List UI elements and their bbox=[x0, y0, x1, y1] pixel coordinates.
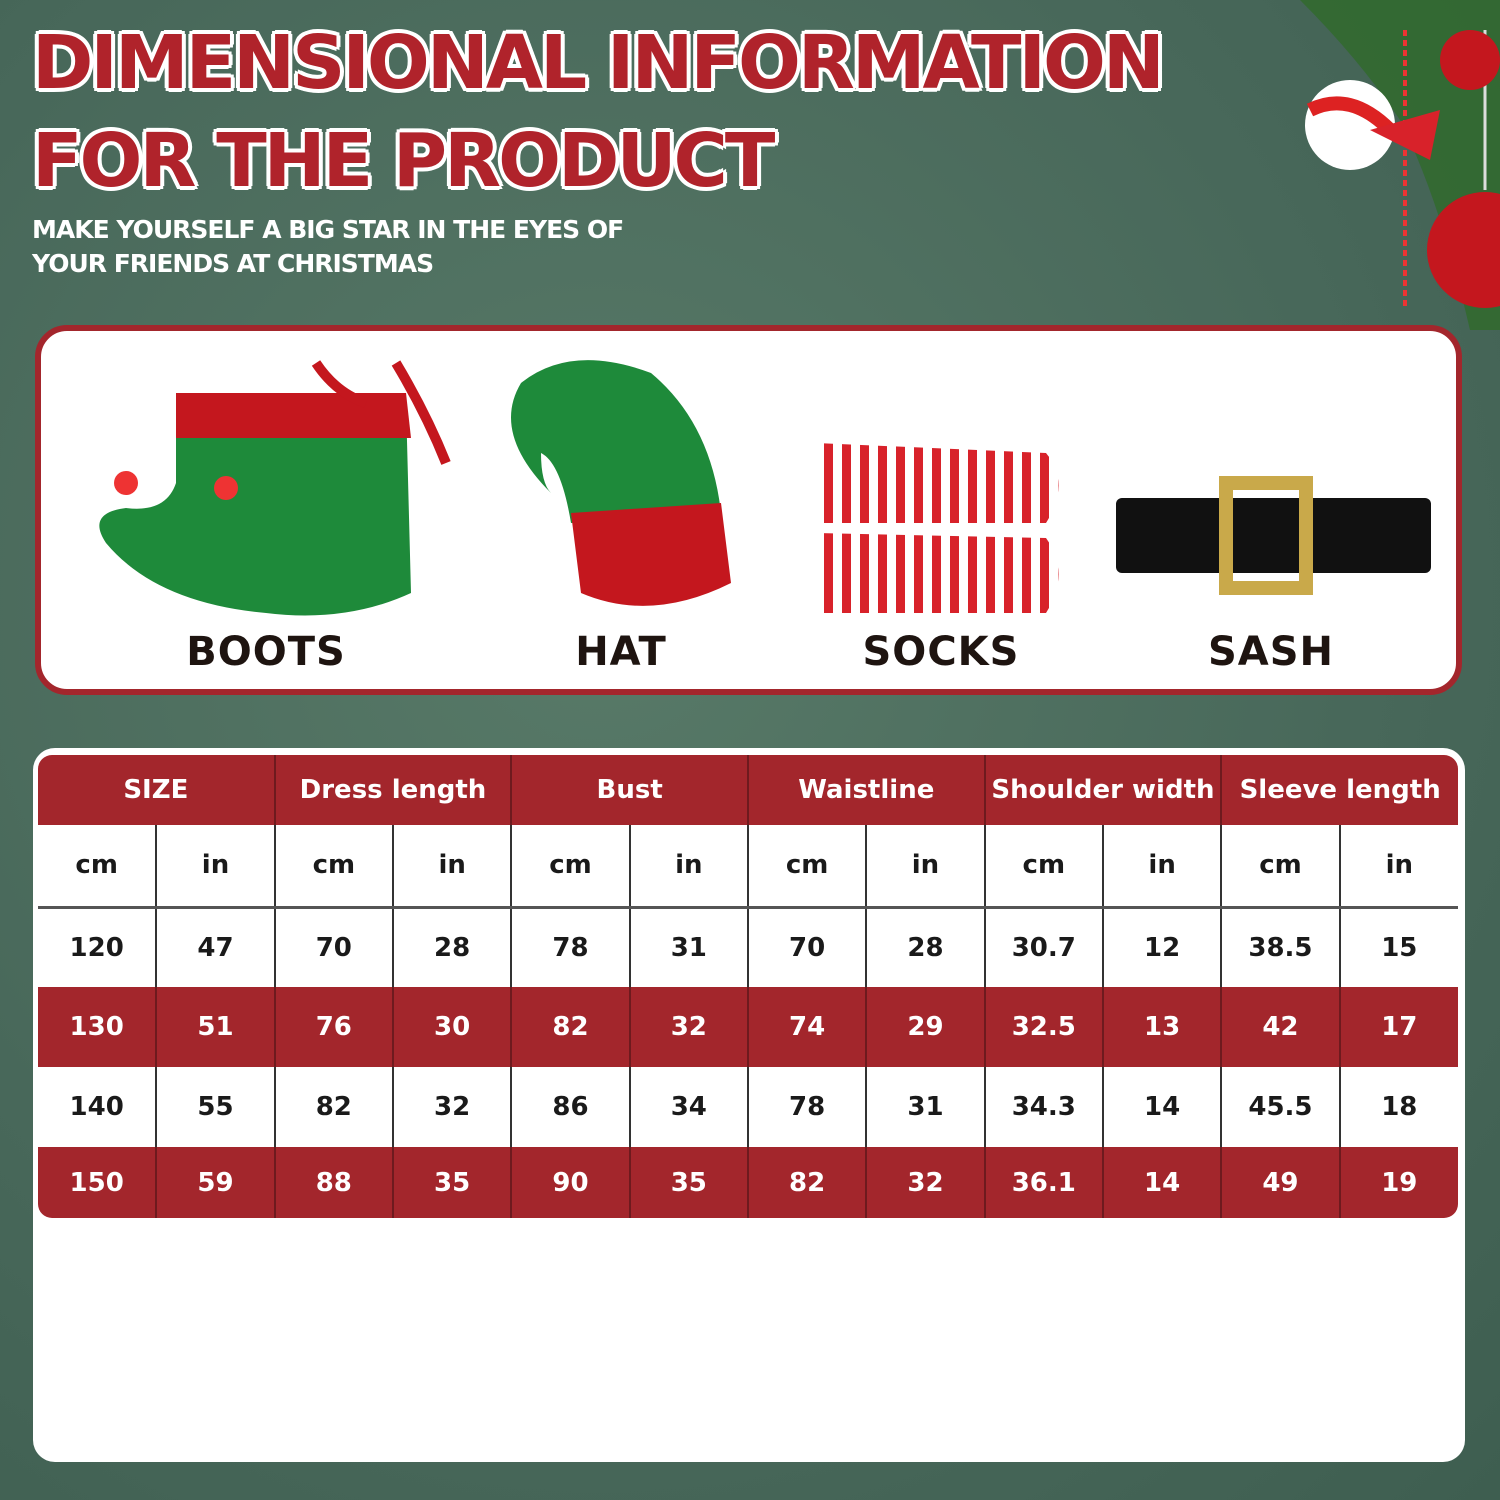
unit-cell: in bbox=[628, 825, 748, 909]
table-cell: 70 bbox=[746, 907, 867, 987]
product-socks: SOCKS bbox=[806, 331, 1076, 689]
table-cell: 59 bbox=[155, 1147, 275, 1218]
subtitle-line1: MAKE YOURSELF A BIG STAR IN THE EYES OF bbox=[32, 215, 624, 244]
table-cell: 36.1 bbox=[983, 1147, 1103, 1218]
subtitle-line2: YOUR FRIENDS AT CHRISTMAS bbox=[32, 249, 434, 278]
product-label: HAT bbox=[575, 629, 667, 675]
table-cell: 32.5 bbox=[983, 987, 1103, 1067]
unit-cell: cm bbox=[38, 825, 157, 909]
column-header: Bust bbox=[510, 755, 748, 825]
table-cell: 86 bbox=[510, 1067, 630, 1147]
table-cell: 32 bbox=[865, 1147, 985, 1218]
table-cell: 30 bbox=[391, 987, 512, 1067]
unit-cell: cm bbox=[1220, 825, 1340, 909]
unit-cell: in bbox=[391, 825, 512, 909]
product-label: BOOTS bbox=[186, 629, 346, 675]
table-cell: 130 bbox=[38, 987, 157, 1067]
table-cell: 12 bbox=[1101, 907, 1222, 987]
subtitle: MAKE YOURSELF A BIG STAR IN THE EYES OF … bbox=[32, 213, 624, 281]
table-row: 130 51 76 30 82 32 74 29 32.5 13 42 17 bbox=[38, 987, 1458, 1067]
units-row: cm in cm in cm in cm in cm in cm in bbox=[38, 825, 1458, 909]
table-cell: 140 bbox=[69, 1092, 124, 1122]
table-row: 120 47 70 28 78 31 70 28 30.7 12 38.5 15 bbox=[38, 907, 1458, 987]
table-cell: 35 bbox=[391, 1147, 512, 1218]
table-cell: 18 bbox=[1338, 1067, 1458, 1147]
table-cell: 13 bbox=[1101, 987, 1222, 1067]
product-boots: BOOTS bbox=[66, 331, 466, 689]
table-cell: 28 bbox=[865, 907, 985, 987]
christmas-ornaments-decoration bbox=[1300, 0, 1500, 330]
page-title-line2: FOR THE PRODUCT bbox=[32, 118, 775, 204]
product-label: SASH bbox=[1207, 629, 1335, 675]
table-cell: 90 bbox=[510, 1147, 630, 1218]
table-cell: 15 bbox=[1338, 907, 1458, 987]
belt-buckle-icon bbox=[1116, 476, 1431, 595]
table-cell: 14 bbox=[1101, 1067, 1222, 1147]
page-title-line1: DIMENSIONAL INFORMATION bbox=[32, 20, 1165, 106]
table-row: 150 59 88 35 90 35 82 32 36.1 14 49 19 bbox=[38, 1147, 1458, 1218]
table-cell: 42 bbox=[1220, 987, 1340, 1067]
table-cell: 51 bbox=[155, 987, 275, 1067]
table-cell: 45.5 bbox=[1220, 1067, 1340, 1147]
column-header: Dress length bbox=[273, 755, 512, 825]
table-cell: 78 bbox=[510, 907, 630, 987]
unit-cell: in bbox=[865, 825, 985, 909]
table-cell: 34 bbox=[628, 1067, 748, 1147]
table-cell: 55 bbox=[155, 1067, 275, 1147]
table-cell: 70 bbox=[273, 907, 393, 987]
table-cell: 14 bbox=[1101, 1147, 1222, 1218]
unit-cell: in bbox=[155, 825, 275, 909]
table-cell: 82 bbox=[273, 1067, 393, 1147]
table-cell: 82 bbox=[510, 987, 630, 1067]
column-header: Sleeve length bbox=[1220, 755, 1458, 825]
table-cell: 35 bbox=[628, 1147, 748, 1218]
product-sash: SASH bbox=[1111, 331, 1431, 689]
table-cell: 76 bbox=[273, 987, 393, 1067]
product-hat: HAT bbox=[481, 331, 761, 689]
table-cell: 74 bbox=[746, 987, 867, 1067]
column-header: Waistline bbox=[746, 755, 985, 825]
column-header: SIZE bbox=[38, 755, 275, 825]
unit-cell: cm bbox=[510, 825, 630, 909]
table-cell: 82 bbox=[746, 1147, 867, 1218]
column-header: Shoulder width bbox=[983, 755, 1222, 825]
unit-cell: cm bbox=[983, 825, 1103, 909]
unit-cell: cm bbox=[273, 825, 393, 909]
table-cell: 17 bbox=[1338, 987, 1458, 1067]
striped-socks-icon bbox=[816, 443, 1059, 613]
table-cell: 28 bbox=[391, 907, 512, 987]
unit-cell: in bbox=[1101, 825, 1222, 909]
table-cell: 30.7 bbox=[983, 907, 1103, 987]
elf-hat-icon bbox=[511, 360, 731, 606]
product-panel: BOOTS HAT SOCKS SASH bbox=[35, 325, 1462, 695]
size-table: SIZE Dress length Bust Waistline Shoulder wi… bbox=[38, 755, 1458, 1218]
table-cell: 38.5 bbox=[1220, 907, 1340, 987]
table-cell: 88 bbox=[273, 1147, 393, 1218]
table-cell: 32 bbox=[391, 1067, 512, 1147]
table-cell: 34.3 bbox=[983, 1067, 1103, 1147]
table-cell: 120 bbox=[69, 932, 124, 963]
table-cell: 47 bbox=[155, 907, 275, 987]
table-cell: 19 bbox=[1338, 1147, 1458, 1218]
unit-cell: in bbox=[1338, 825, 1458, 909]
table-cell: 49 bbox=[1220, 1147, 1340, 1218]
table-cell: 32 bbox=[628, 987, 748, 1067]
table-cell: 29 bbox=[865, 987, 985, 1067]
table-cell: 150 bbox=[38, 1147, 157, 1218]
unit-cell: cm bbox=[746, 825, 867, 909]
table-row: 140 55 82 32 86 34 78 31 34.3 14 45.5 18 bbox=[38, 1067, 1458, 1147]
table-cell: 78 bbox=[746, 1067, 867, 1147]
elf-boots-icon bbox=[99, 360, 451, 616]
table-cell: 31 bbox=[628, 907, 748, 987]
table-cell: 31 bbox=[865, 1067, 985, 1147]
product-label: SOCKS bbox=[862, 629, 1020, 675]
size-chart: SIZE Dress length Bust Waistline Shoulder wi… bbox=[33, 748, 1465, 1462]
